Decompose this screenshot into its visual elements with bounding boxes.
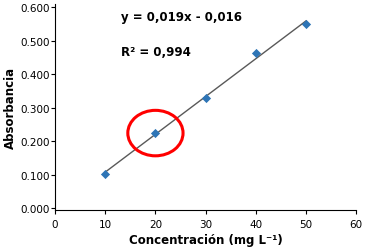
Y-axis label: Absorbancia: Absorbancia	[4, 66, 17, 148]
Point	[303, 23, 309, 27]
Point	[152, 132, 158, 136]
Point	[253, 52, 259, 56]
Point	[203, 97, 208, 101]
Text: y = 0,019x - 0,016: y = 0,019x - 0,016	[121, 11, 242, 24]
Text: R² = 0,994: R² = 0,994	[121, 46, 191, 59]
Point	[102, 172, 108, 176]
X-axis label: Concentración (mg L⁻¹): Concentración (mg L⁻¹)	[129, 233, 283, 246]
